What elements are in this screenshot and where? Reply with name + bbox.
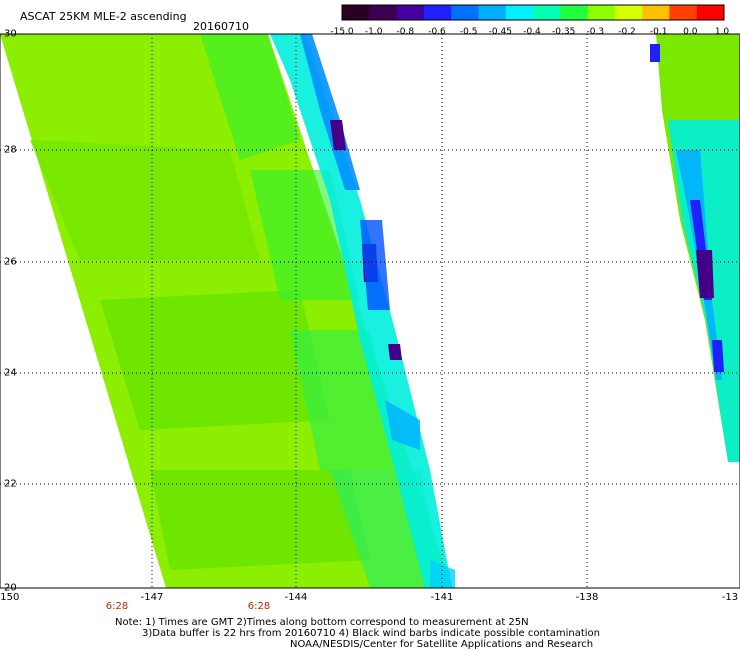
y-tick-label: 28 <box>4 144 17 156</box>
note-line-1: Note: 1) Times are GMT 2)Times along bot… <box>115 617 529 628</box>
time-label-1: 6:28 <box>105 601 129 612</box>
x-tick-label: -138 <box>575 592 599 603</box>
y-tick-label: 30 <box>4 28 17 40</box>
colorbar-tick-label: 0.0 <box>683 27 698 37</box>
note-line-3: NOAA/NESDIS/Center for Satellite Applica… <box>290 639 594 650</box>
colorbar-tick-label: -15.0 <box>330 27 354 37</box>
x-tick-label: -144 <box>284 592 308 603</box>
colorbar-swatch <box>560 5 589 20</box>
colorbar-swatch <box>451 5 479 20</box>
colorbar-tick-label: -0.3 <box>586 27 605 37</box>
map-title: ASCAT 25KM MLE-2 ascending <box>20 10 187 23</box>
colorbar-swatch <box>642 5 670 20</box>
colorbar-swatch <box>696 5 725 20</box>
colorbar-tick-label: -0.2 <box>618 27 636 37</box>
colorbar-tick-label: -0.45 <box>488 27 512 37</box>
map-grid <box>0 34 740 588</box>
y-tick-label: 26 <box>4 256 17 268</box>
colorbar-swatch <box>369 5 398 20</box>
colorbar-swatch <box>478 5 507 20</box>
colorbar-swatch <box>669 5 698 20</box>
colorbar-swatch <box>587 5 616 20</box>
y-tick-label: 24 <box>4 367 17 379</box>
y-tick-label: 22 <box>4 478 17 490</box>
colorbar-tick-label: -0.1 <box>649 27 668 37</box>
note-line-2: 3)Data buffer is 22 hrs from 20160710 4)… <box>142 628 600 639</box>
colorbar-tick-label: -0.4 <box>523 27 541 37</box>
swath-right <box>650 34 740 462</box>
colorbar-swatch <box>423 5 452 20</box>
colorbar-tick-label: -0.8 <box>396 27 415 37</box>
map-frame <box>0 33 740 589</box>
x-tick-label: -13 <box>721 592 739 603</box>
swath-left <box>0 34 455 588</box>
colorbar-swatch <box>396 5 425 20</box>
colorbar-tick-label: -0.6 <box>428 27 446 37</box>
colorbar-swatch <box>505 5 534 20</box>
time-label-2: 6:28 <box>247 601 271 612</box>
colorbar-tick-label: -0.5 <box>459 27 478 37</box>
colorbar-swatch <box>614 5 643 20</box>
x-tick-label: -150 <box>0 592 20 603</box>
colorbar-tick-label: -1.0 <box>364 27 383 37</box>
map-date: 20160710 <box>193 20 249 33</box>
colorbar <box>341 4 725 21</box>
colorbar-swatch <box>342 5 370 20</box>
y-tick-label: 20 <box>4 582 17 594</box>
x-tick-label: -141 <box>430 592 454 603</box>
colorbar-swatch <box>533 5 561 20</box>
colorbar-tick-label: -0.35 <box>552 27 576 37</box>
x-tick-label: -147 <box>140 592 164 603</box>
colorbar-tick-label: 1.0 <box>714 27 730 37</box>
